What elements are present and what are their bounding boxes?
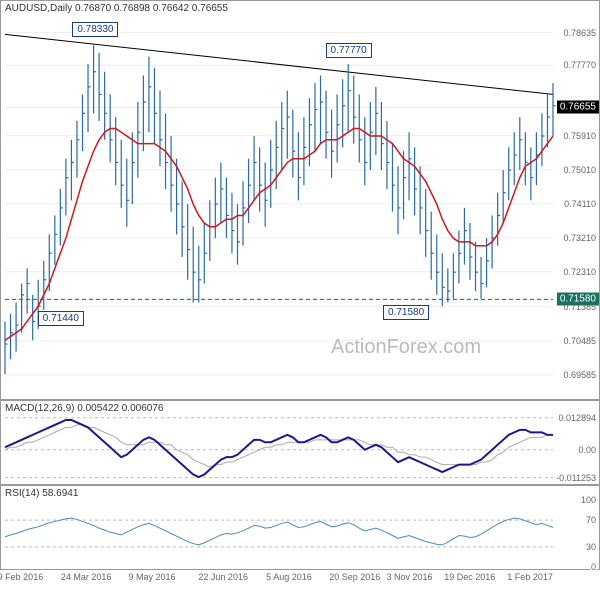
price-y-tick: 0.77770 bbox=[562, 60, 597, 70]
macd-y-tick: 0.012894 bbox=[557, 413, 597, 423]
rsi-y-tick: 0 bbox=[590, 562, 597, 572]
x-axis-tick: 9 Feb 2016 bbox=[0, 572, 43, 582]
price-panel[interactable]: AUDUSD,Daily 0.76870 0.76898 0.76642 0.7… bbox=[0, 0, 600, 400]
x-axis-tick: 20 Sep 2016 bbox=[329, 572, 380, 582]
forex-chart: AUDUSD,Daily 0.76870 0.76898 0.76642 0.7… bbox=[0, 0, 600, 600]
x-axis: 9 Feb 2016 24 Mar 2016 9 May 2016 22 Jun 20… bbox=[0, 570, 600, 600]
macd-y-tick: -0.011253 bbox=[555, 473, 597, 483]
rsi-svg bbox=[1, 486, 600, 571]
horizontal-level-badge: 0.71580 bbox=[557, 293, 599, 306]
x-axis-tick: 22 Jun 2016 bbox=[198, 572, 248, 582]
rsi-y-tick: 30 bbox=[585, 542, 597, 552]
x-axis-tick: 19 Dec 2016 bbox=[444, 572, 495, 582]
price-y-tick: 0.72310 bbox=[562, 267, 597, 277]
price-y-tick: 0.69585 bbox=[562, 370, 597, 380]
symbol-header: AUDUSD,Daily 0.76870 0.76898 0.76642 0.7… bbox=[5, 3, 228, 14]
rsi-y-tick: 70 bbox=[585, 515, 597, 525]
x-axis-tick: 9 May 2016 bbox=[128, 572, 175, 582]
macd-panel[interactable]: MACD(12,26,9) 0.005422 0.006076 0.012894… bbox=[0, 400, 600, 485]
rsi-title: RSI(14) 58.6941 bbox=[5, 488, 78, 499]
price-y-tick: 0.74110 bbox=[563, 199, 597, 209]
price-annotation: 0.71580 bbox=[383, 305, 429, 320]
x-axis-tick: 24 Mar 2016 bbox=[61, 572, 112, 582]
price-annotation: 0.71440 bbox=[38, 311, 84, 326]
x-axis-tick: 5 Aug 2016 bbox=[266, 572, 312, 582]
macd-title: MACD(12,26,9) 0.005422 0.006076 bbox=[5, 403, 163, 414]
x-axis-tick: 3 Nov 2016 bbox=[386, 572, 432, 582]
x-axis-tick: 1 Feb 2017 bbox=[507, 572, 553, 582]
macd-y-tick: 0.00 bbox=[577, 445, 597, 455]
price-y-tick: 0.78635 bbox=[562, 28, 597, 38]
price-svg bbox=[1, 1, 600, 401]
price-y-tick: 0.70485 bbox=[562, 336, 597, 346]
price-annotation: 0.78330 bbox=[72, 22, 118, 37]
price-annotation: 0.77770 bbox=[326, 43, 372, 58]
rsi-panel[interactable]: RSI(14) 58.6941 100 70 30 0 bbox=[0, 485, 600, 570]
rsi-y-tick: 100 bbox=[580, 495, 597, 505]
current-price-badge: 0.76655 bbox=[557, 101, 599, 114]
price-y-tick: 0.75910 bbox=[562, 131, 597, 141]
price-y-tick: 0.73210 bbox=[562, 233, 597, 243]
price-y-tick: 0.75010 bbox=[562, 165, 597, 175]
